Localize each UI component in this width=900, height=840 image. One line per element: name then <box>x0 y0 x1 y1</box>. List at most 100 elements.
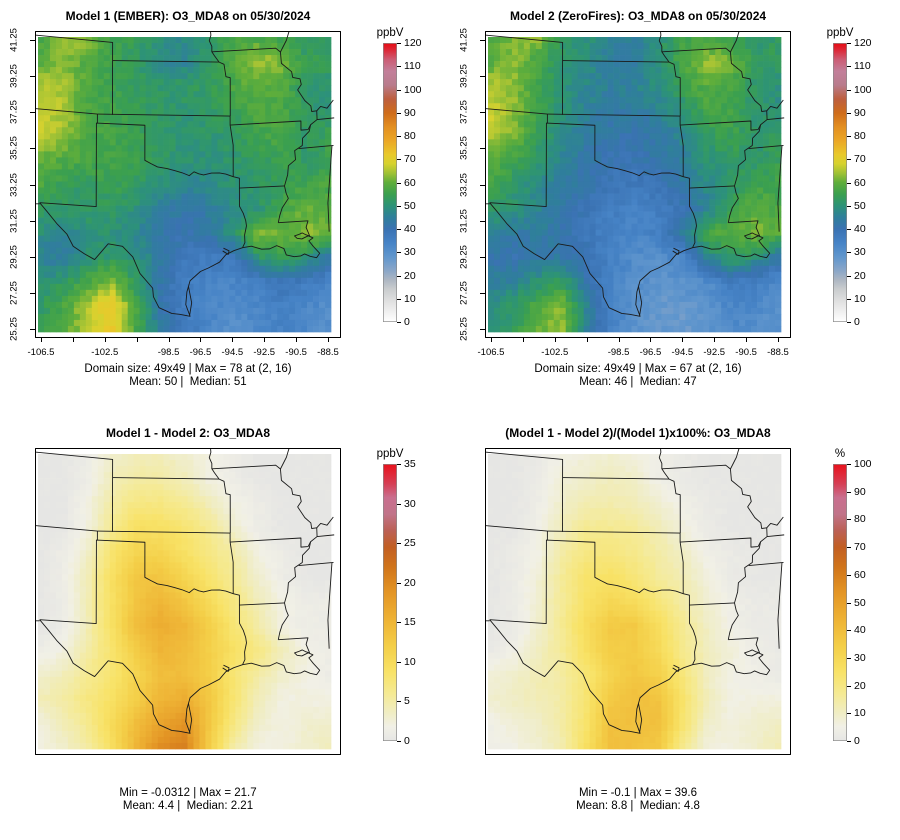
colorbar-unit-label: ppbV <box>376 27 404 39</box>
x-axis-tick <box>328 338 329 342</box>
colorbar-tick <box>397 503 401 505</box>
colorbar-tick <box>847 229 851 230</box>
colorbar-tick <box>847 547 851 549</box>
x-axis-tick-label: -88.5 <box>317 347 339 358</box>
x-axis-tick <box>264 338 266 342</box>
panel-model2: Model 2 (ZeroFires): O3_MDA8 on 05/30/20… <box>450 0 900 420</box>
y-axis-tick-label: 27.25 <box>8 280 20 305</box>
y-axis-tick-label: 27.25 <box>458 280 470 305</box>
colorbar-tick-label: 60 <box>404 176 416 189</box>
colorbar-tick-label: 30 <box>854 246 866 259</box>
colorbar-tick-label: 50 <box>404 199 416 212</box>
x-axis-tick <box>168 338 170 342</box>
x-axis-tick <box>104 338 106 342</box>
colorbar-tick <box>397 701 401 703</box>
colorbar-top-left <box>383 43 397 322</box>
colorbar-tick-label: 70 <box>404 153 416 166</box>
colorbar-tick <box>397 89 401 91</box>
caption-line-2: Mean: 46 | Median: 47 <box>579 376 697 388</box>
colorbar-tick-label: 70 <box>854 541 866 554</box>
x-axis-tick-label: -90.5 <box>285 347 307 358</box>
y-axis-tick-label: 37.25 <box>8 100 20 125</box>
x-axis-tick <box>200 338 202 342</box>
panel-title: Model 2 (ZeroFires): O3_MDA8 on 05/30/20… <box>509 9 767 23</box>
caption-line-2: Mean: 50 | Median: 51 <box>129 376 247 388</box>
panel-title: (Model 1 - Model 2)/(Model 1)x100%: O3_M… <box>505 426 771 440</box>
x-axis-tick-label: -96.5 <box>639 347 662 358</box>
colorbar-tick-label: 120 <box>404 37 422 49</box>
colorbar-tick-label: 0 <box>854 735 860 747</box>
colorbar-tick <box>397 464 401 465</box>
colorbar-tick <box>847 252 851 254</box>
x-axis-tick <box>72 338 74 342</box>
x-axis-tick <box>682 338 684 342</box>
x-axis-tick <box>522 338 524 342</box>
panel-difference: Model 1 - Model 2: O3_MDA8 Min = -0.0312… <box>0 420 450 840</box>
y-axis-tick <box>480 76 485 78</box>
y-axis-tick <box>480 40 485 41</box>
colorbar-tick-label: 100 <box>854 458 872 470</box>
colorbar-tick-label: 90 <box>404 106 416 119</box>
colorbar-tick-label: 100 <box>404 83 422 96</box>
colorbar-tick <box>847 464 851 465</box>
y-axis-tick-label: 33.25 <box>458 172 470 197</box>
y-axis-tick <box>30 40 35 41</box>
y-axis-tick <box>480 292 485 294</box>
x-axis-tick-label: -94.5 <box>671 347 694 358</box>
colorbar-tick-label: 20 <box>404 576 416 589</box>
y-axis-tick-label: 37.25 <box>458 100 470 125</box>
x-axis-tick-label: -98.5 <box>157 347 180 358</box>
colorbar-tick <box>847 182 851 184</box>
y-axis-tick-label: 35.25 <box>8 136 20 161</box>
colorbar-tick <box>397 205 401 207</box>
x-axis-tick-label: -102.5 <box>91 347 119 358</box>
y-axis-tick-label: 39.25 <box>458 64 470 89</box>
x-axis-tick <box>554 338 556 342</box>
caption-line-1: Min = -0.0312 | Max = 21.7 <box>119 787 257 799</box>
colorbar-tick <box>847 630 851 632</box>
x-axis-tick-label: -98.5 <box>607 347 630 358</box>
x-axis-tick-label: -106.5 <box>477 347 505 358</box>
y-axis-tick <box>30 148 35 150</box>
panel-caption: Domain size: 49x49 | Max = 78 at (2, 16)… <box>35 363 341 389</box>
colorbar-tick <box>847 89 851 91</box>
caption-line-2: Mean: 8.8 | Median: 4.8 <box>576 800 700 812</box>
colorbar-tick-label: 0 <box>404 316 410 328</box>
x-axis-tick-label: -94.5 <box>221 347 244 358</box>
y-axis-tick-label: 29.25 <box>8 244 20 269</box>
y-axis-tick-label: 33.25 <box>8 172 20 197</box>
x-axis-tick-label: -106.5 <box>27 347 55 358</box>
y-axis-tick-label: 31.25 <box>8 208 20 233</box>
colorbar-tick <box>397 543 401 545</box>
y-axis-tick-label: 25.25 <box>8 317 20 341</box>
colorbar-tick-label: 110 <box>404 60 421 73</box>
colorbar-tick-label: 5 <box>404 695 410 708</box>
panel-caption: Domain size: 49x49 | Max = 67 at (2, 16)… <box>485 363 791 389</box>
caption-line-1: Domain size: 49x49 | Max = 78 at (2, 16) <box>84 363 292 375</box>
x-axis-tick <box>746 338 748 342</box>
colorbar-tick-label: 90 <box>854 485 866 498</box>
colorbar-tick <box>397 136 401 137</box>
colorbar-tick-label: 10 <box>404 292 416 305</box>
colorbar-tick <box>847 685 851 687</box>
colorbar-tick-label: 120 <box>854 37 872 49</box>
caption-line-1: Min = -0.1 | Max = 39.6 <box>578 787 698 799</box>
y-axis-tick-label: 35.25 <box>458 136 470 161</box>
colorbar-tick <box>397 112 401 114</box>
x-axis-tick <box>296 338 298 342</box>
colorbar-tick-label: 40 <box>854 223 866 235</box>
colorbar-tick-label: 60 <box>854 176 866 189</box>
colorbar-tick <box>847 298 851 300</box>
colorbar-tick-label: 50 <box>854 199 866 212</box>
x-axis-tick-label: -92.5 <box>703 347 726 358</box>
x-axis-tick <box>618 338 620 342</box>
panel-caption: Min = -0.1 | Max = 39.6 Mean: 8.8 | Media… <box>485 787 791 813</box>
x-axis-tick <box>650 338 652 342</box>
colorbar-top-right <box>833 43 847 322</box>
colorbar-tick-label: 20 <box>854 269 866 282</box>
colorbar-tick-label: 100 <box>854 83 872 96</box>
colorbar-tick <box>847 519 851 521</box>
colorbar-tick-label: 50 <box>854 596 866 609</box>
y-axis-tick-label: 41.25 <box>458 28 470 52</box>
x-axis-tick <box>586 338 588 342</box>
